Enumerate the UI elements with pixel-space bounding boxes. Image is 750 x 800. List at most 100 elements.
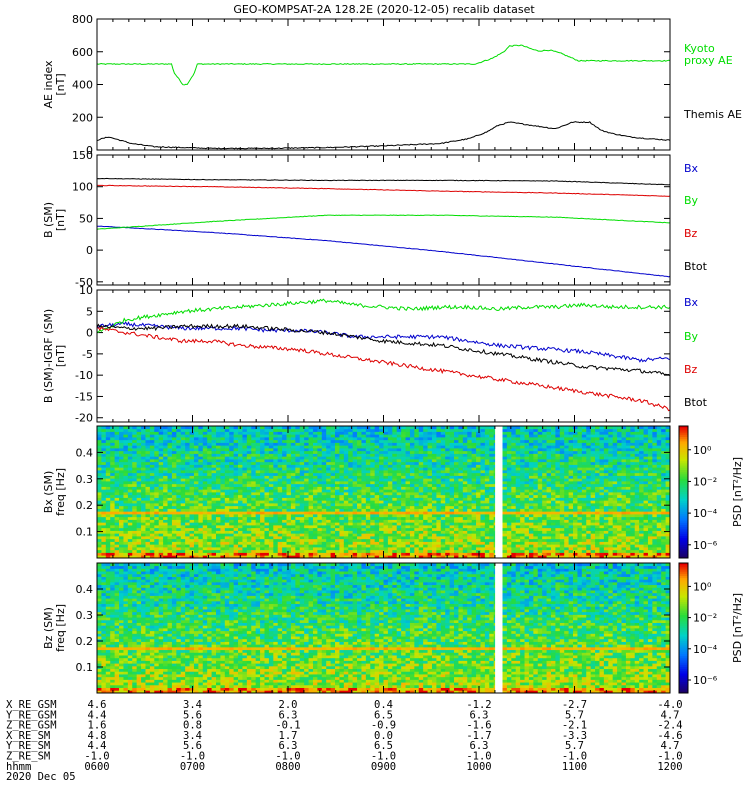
- spec-cell-3: [317, 470, 323, 474]
- spec-cell-3: [229, 445, 235, 449]
- spec-cell-3: [476, 525, 481, 529]
- spec-cell-3: [216, 511, 221, 515]
- spec-cell-3: [220, 470, 226, 474]
- spec-cell-3: [352, 555, 358, 559]
- spec-cell-3: [154, 522, 160, 526]
- spec-cell-3: [379, 448, 384, 452]
- spec-cell-3: [480, 544, 486, 548]
- spec-cell-3: [458, 464, 464, 468]
- spec-cell-3: [511, 442, 517, 446]
- spec-cell-3: [273, 431, 279, 435]
- spec-cell-3: [211, 503, 217, 507]
- spec-cell-3: [431, 547, 437, 551]
- spec-cell-3: [105, 453, 111, 457]
- spec-cell-3: [387, 483, 393, 487]
- spec-cell-3: [339, 547, 345, 551]
- spec-cell-3: [489, 475, 495, 479]
- spec-cell-3: [312, 525, 318, 529]
- spec-cell-3: [290, 547, 296, 551]
- spec-cell-3: [163, 428, 168, 432]
- spec-cell-3: [357, 522, 362, 526]
- spec-cell-3: [330, 472, 336, 476]
- spec-cell-3: [224, 544, 230, 548]
- spec-cell-3: [458, 456, 464, 460]
- spec-cell-3: [105, 461, 111, 465]
- spec-cell-3: [387, 461, 393, 465]
- spec-cell-3: [458, 522, 464, 526]
- spec-cell-3: [282, 467, 287, 471]
- spec-cell-3: [189, 437, 195, 441]
- spec-cell-3: [123, 522, 129, 526]
- spec-cell-3: [401, 522, 406, 526]
- spec-cell-3: [163, 489, 168, 493]
- spec-cell-3: [202, 536, 208, 540]
- spec-cell-3: [339, 492, 345, 496]
- spec-cell-3: [418, 555, 424, 559]
- spec-cell-3: [273, 492, 279, 496]
- spec-cell-3: [326, 494, 332, 498]
- spec-cell-3: [101, 453, 107, 457]
- spec-cell-3: [207, 439, 212, 443]
- spec-cell-3: [528, 483, 534, 487]
- spec-cell-3: [238, 486, 243, 490]
- spec-cell-3: [273, 453, 279, 457]
- spec-cell-3: [171, 555, 177, 559]
- spec-cell-3: [312, 431, 318, 435]
- spec-cell-3: [418, 536, 424, 540]
- spec-cell-3: [383, 497, 389, 501]
- spec-cell-3: [357, 541, 362, 545]
- spec-cell-3: [167, 439, 173, 443]
- spec-cell-3: [471, 445, 477, 449]
- spec-cell-3: [480, 453, 486, 457]
- spec-cell-3: [511, 481, 517, 485]
- spec-cell-3: [392, 453, 398, 457]
- spec-cell-3: [119, 489, 124, 493]
- spec-cell-3: [114, 494, 120, 498]
- spec-cell-3: [449, 470, 455, 474]
- spec-cell-3: [489, 448, 495, 452]
- spec-cell-3: [286, 516, 292, 520]
- spec-cell-3: [484, 467, 490, 471]
- spec-cell-3: [158, 431, 164, 435]
- spec-cell-3: [431, 428, 437, 432]
- spec-cell-3: [392, 552, 398, 556]
- spec-cell-3: [370, 533, 376, 537]
- spec-cell-3: [220, 445, 226, 449]
- spec-cell-3: [312, 467, 318, 471]
- spec-cell-3: [449, 525, 455, 529]
- spec-cell-3: [163, 525, 168, 529]
- spec-cell-3: [198, 472, 204, 476]
- spec-cell-3: [220, 431, 226, 435]
- spec-cell-3: [480, 522, 486, 526]
- spec-cell-3: [97, 470, 102, 474]
- spec-cell-3: [330, 486, 336, 490]
- spec-cell-3: [462, 538, 468, 542]
- spec-cell-3: [176, 456, 182, 460]
- spec-cell-3: [374, 483, 380, 487]
- spec-cell-3: [211, 453, 217, 457]
- spec-cell-3: [246, 426, 252, 430]
- spec-cell-3: [304, 456, 309, 460]
- spec-cell-3: [114, 464, 120, 468]
- spec-cell-3: [405, 494, 411, 498]
- spec-cell-3: [418, 519, 424, 523]
- spec-cell-3: [308, 533, 314, 537]
- spec-cell-3: [101, 470, 107, 474]
- spec-cell-3: [216, 470, 221, 474]
- spec-cell-3: [476, 492, 481, 496]
- spec-cell-3: [255, 431, 261, 435]
- spec-cell-3: [224, 500, 230, 504]
- spec-cell-3: [114, 533, 120, 537]
- spec-cell-3: [414, 489, 420, 493]
- spec-cell-3: [198, 497, 204, 501]
- spec-cell-3: [370, 522, 376, 526]
- spec-cell-3: [202, 519, 208, 523]
- spec-cell-3: [387, 475, 393, 479]
- spec-cell-3: [480, 555, 486, 559]
- spec-cell-3: [423, 549, 428, 553]
- spec-cell-3: [330, 478, 336, 482]
- spec-cell-3: [471, 428, 477, 432]
- spec-cell-3: [480, 511, 486, 515]
- ytick-label-0-1: 200: [72, 111, 93, 124]
- spec-cell-3: [141, 453, 146, 457]
